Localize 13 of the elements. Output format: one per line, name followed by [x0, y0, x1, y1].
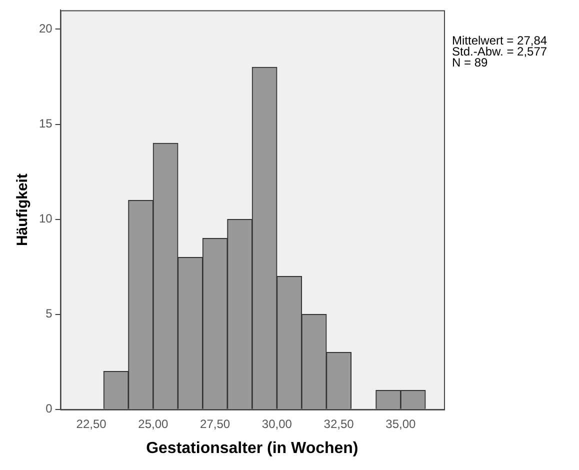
x-tick-label: 30,00	[262, 416, 292, 431]
y-tick-label: 20	[38, 22, 53, 36]
y-tick-label: 0	[46, 402, 53, 416]
x-tick-label: 35,00	[386, 416, 416, 431]
x-tick-label: 22,50	[76, 416, 107, 431]
x-axis-title: Gestationsalter (in Wochen)	[146, 440, 358, 457]
x-tick-label: 25,00	[138, 416, 169, 431]
x-tick-label: 27,50	[200, 416, 230, 431]
y-tick-label: 5	[46, 306, 53, 321]
y-tick-label: 15	[38, 116, 53, 131]
x-tick-label: 32,50	[324, 416, 354, 431]
y-axis-title: Häufigkeit	[14, 174, 32, 246]
y-tick-label: 10	[38, 212, 53, 226]
